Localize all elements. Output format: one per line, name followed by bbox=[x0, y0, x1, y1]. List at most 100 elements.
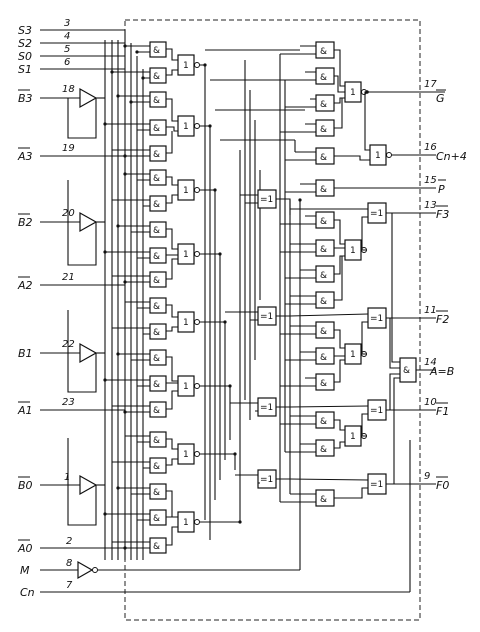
svg-text:&: & bbox=[320, 297, 327, 307]
output-cn4: 16 Cn+4 bbox=[392, 142, 467, 163]
svg-text:&: & bbox=[153, 436, 160, 446]
input-bus bbox=[104, 30, 144, 560]
svg-text:1: 1 bbox=[183, 450, 189, 460]
input-b2: B2 20 bbox=[18, 208, 80, 229]
svg-text:&: & bbox=[153, 72, 160, 82]
input-label: B1 bbox=[18, 347, 33, 360]
pin-number: 23 bbox=[62, 397, 75, 408]
pin-number: 15 bbox=[424, 175, 437, 186]
svg-text:&: & bbox=[153, 252, 160, 262]
pin-number: 3 bbox=[64, 18, 70, 29]
input-s0: S0 5 bbox=[18, 44, 125, 63]
input-a1: A1 23 bbox=[17, 397, 125, 417]
and-column-1: & & & & & & & & & & & & & & & & & & & & bbox=[149, 41, 167, 554]
svg-text:&: & bbox=[153, 514, 160, 524]
svg-text:1: 1 bbox=[183, 318, 189, 328]
svg-text:1: 1 bbox=[375, 151, 381, 161]
svg-text:1: 1 bbox=[183, 186, 189, 196]
pin-number: 10 bbox=[424, 397, 437, 408]
svg-text:&: & bbox=[153, 96, 160, 106]
pin-number: 9 bbox=[424, 471, 430, 482]
input-label: S1 bbox=[18, 63, 32, 76]
pin-number: 21 bbox=[62, 272, 75, 283]
svg-text:=1: =1 bbox=[370, 314, 383, 324]
junction-dots bbox=[103, 44, 302, 550]
input-label: A2 bbox=[17, 279, 33, 292]
input-label: Cn bbox=[20, 586, 35, 599]
input-a0: A0 2 bbox=[17, 536, 125, 555]
svg-text:=1: =1 bbox=[260, 195, 273, 205]
output-g: 17 G bbox=[365, 79, 446, 105]
xor-wires bbox=[225, 194, 291, 484]
svg-text:&: & bbox=[320, 185, 327, 195]
nor-column-2: 1 1 1 1 1 bbox=[344, 81, 392, 447]
input-label: M bbox=[20, 564, 30, 577]
input-s3: S3 3 bbox=[18, 18, 125, 37]
nor-output-bus bbox=[200, 49, 305, 540]
output-p: 15 P bbox=[334, 175, 446, 196]
output-aeqb: 14 A=B bbox=[416, 357, 454, 378]
svg-text:1: 1 bbox=[183, 250, 189, 260]
pin-number: 1 bbox=[64, 472, 70, 483]
input-label: A0 bbox=[17, 542, 33, 555]
svg-text:1: 1 bbox=[350, 350, 356, 360]
svg-text:&: & bbox=[153, 150, 160, 160]
svg-text:&: & bbox=[320, 353, 327, 363]
input-label: B3 bbox=[18, 92, 33, 105]
svg-text:&: & bbox=[320, 445, 327, 455]
svg-text:1: 1 bbox=[350, 432, 356, 442]
output-f0: 9 F0 bbox=[386, 471, 449, 492]
svg-text:&: & bbox=[320, 379, 327, 389]
input-label: S0 bbox=[18, 50, 32, 63]
output-label: A=B bbox=[429, 365, 454, 378]
input-a3: A3 19 bbox=[17, 143, 125, 163]
pin-number: 6 bbox=[64, 57, 70, 68]
svg-text:1: 1 bbox=[183, 61, 189, 71]
svg-text:&: & bbox=[320, 217, 327, 227]
input-b3: B3 18 bbox=[18, 84, 80, 105]
output-label: G bbox=[436, 92, 445, 105]
svg-text:&: & bbox=[320, 153, 327, 163]
and-column-2-wires bbox=[279, 45, 316, 503]
output-label: Cn+4 bbox=[436, 150, 467, 163]
output-label: F1 bbox=[436, 405, 449, 418]
svg-text:&: & bbox=[320, 73, 327, 83]
input-label: S3 bbox=[18, 24, 32, 37]
and-to-nor-wires bbox=[166, 48, 178, 546]
input-label: B0 bbox=[18, 479, 33, 492]
svg-text:1: 1 bbox=[183, 382, 189, 392]
first-column-inputs bbox=[105, 45, 150, 549]
svg-text:&: & bbox=[153, 200, 160, 210]
svg-text:&: & bbox=[320, 327, 327, 337]
output-f1: 10 F1 bbox=[386, 397, 449, 418]
svg-text:=1: =1 bbox=[370, 480, 383, 490]
pin-number: 7 bbox=[66, 580, 73, 591]
svg-text:=1: =1 bbox=[370, 406, 383, 416]
svg-text:&: & bbox=[153, 462, 160, 472]
and-column-2: & & & & & & & & & & & & & & & & bbox=[315, 41, 335, 507]
svg-text:1: 1 bbox=[183, 518, 189, 528]
input-m: M 8 bbox=[20, 558, 78, 577]
svg-text:&: & bbox=[320, 125, 327, 135]
output-xor-wires bbox=[289, 208, 400, 499]
input-label: S2 bbox=[18, 37, 32, 50]
output-label: F3 bbox=[436, 208, 449, 221]
svg-text:&: & bbox=[153, 302, 160, 312]
svg-text:1: 1 bbox=[350, 246, 356, 256]
svg-text:1: 1 bbox=[350, 88, 356, 98]
svg-text:&: & bbox=[153, 542, 160, 552]
input-cn: Cn 7 bbox=[20, 580, 125, 599]
pin-number: 18 bbox=[62, 84, 75, 95]
pin-number: 4 bbox=[64, 31, 70, 42]
svg-text:&: & bbox=[403, 366, 410, 376]
output-label: F0 bbox=[436, 479, 449, 492]
pin-number: 8 bbox=[66, 558, 72, 569]
svg-text:&: & bbox=[320, 47, 327, 57]
buffer-b0 bbox=[67, 438, 105, 526]
svg-text:&: & bbox=[320, 100, 327, 110]
svg-text:&: & bbox=[153, 276, 160, 286]
pin-number: 11 bbox=[424, 305, 437, 316]
svg-text:&: & bbox=[320, 417, 327, 427]
nor-column-2-wires bbox=[334, 49, 370, 449]
